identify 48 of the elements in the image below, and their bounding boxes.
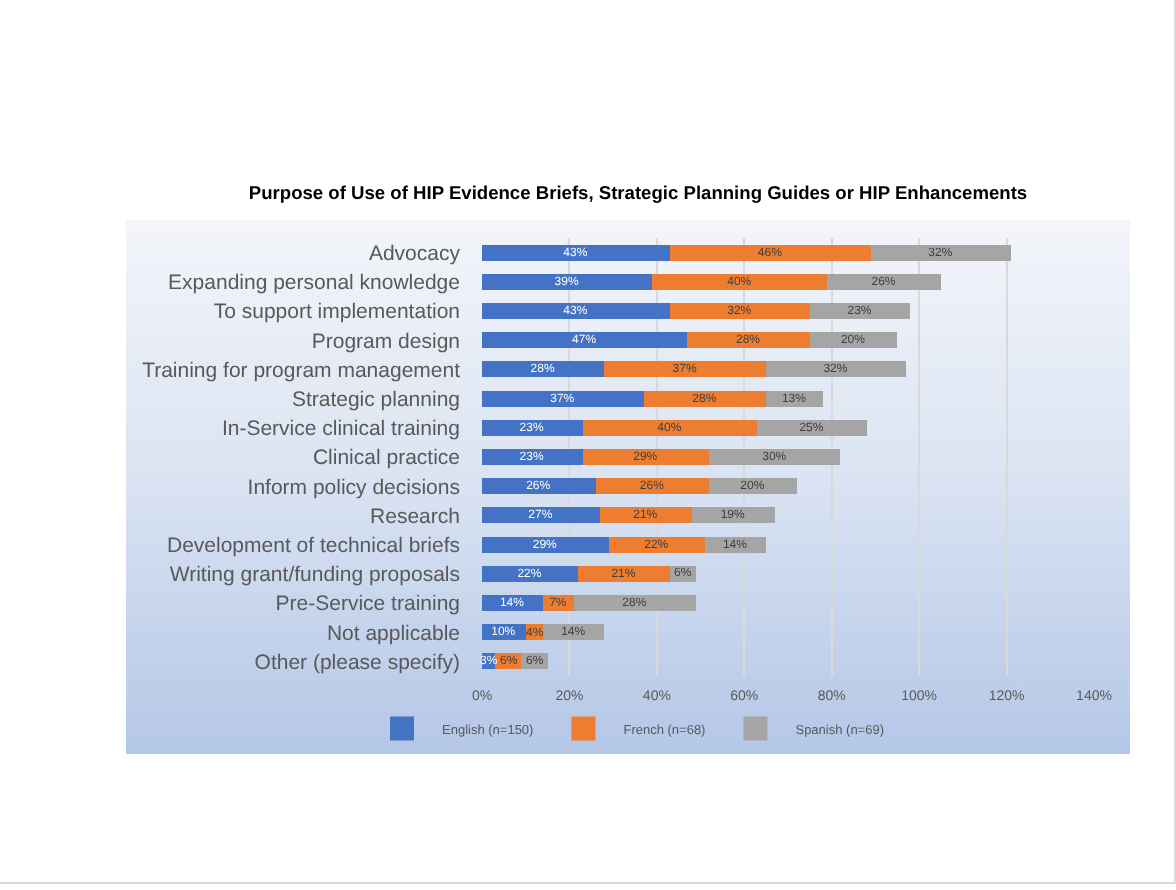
bar [482, 390, 644, 407]
bar [604, 361, 767, 378]
bar [573, 594, 697, 612]
y-tick-label: Research [370, 504, 461, 529]
y-tick-label: Advocacy [368, 241, 462, 266]
bar [709, 478, 797, 495]
bar [482, 565, 579, 582]
y-tick-label: To support implementation [213, 300, 461, 325]
bar [482, 507, 601, 524]
y-tick-label: Other (please specify) [254, 650, 460, 675]
y-tick-label: Strategic planning [291, 387, 461, 412]
bar [482, 332, 688, 349]
y-tick-label: Writing grant/funding proposals [169, 563, 460, 588]
bar [809, 302, 911, 320]
bar [766, 361, 907, 378]
y-tick-label: Training for program management [142, 358, 461, 383]
bar [482, 419, 583, 436]
bar [482, 244, 670, 261]
bar [482, 448, 583, 466]
bar [595, 478, 710, 495]
bar [687, 332, 810, 349]
bar [578, 565, 670, 582]
bar [652, 273, 828, 290]
bar [669, 302, 810, 320]
bar [827, 273, 941, 290]
y-tick-label: Program design [311, 329, 461, 354]
bar [709, 448, 841, 466]
bar [643, 390, 767, 407]
bar [482, 478, 596, 495]
bar [608, 536, 705, 553]
bar [757, 419, 867, 436]
bar [669, 244, 872, 261]
bar [600, 507, 692, 524]
bar [482, 302, 670, 320]
chart-title: Purpose of Use of HIP Evidence Briefs, Strategic Planning Guides or HIP Enhancements [248, 182, 1028, 203]
bar [871, 244, 1011, 261]
y-tick-label: Pre-Service training [275, 592, 461, 617]
y-tick-label: Expanding personal knowledge [168, 271, 461, 296]
bar [582, 419, 758, 436]
y-tick-label: Clinical practice [312, 446, 461, 471]
bar [482, 536, 609, 553]
y-tick-label: Inform policy decisions [247, 475, 460, 500]
y-tick-label: In-Service clinical training [221, 417, 461, 442]
y-tick-label: Development of technical briefs [167, 533, 460, 558]
bar [482, 273, 653, 290]
bar [482, 361, 605, 378]
bar [582, 448, 710, 466]
y-tick-label: Not applicable [326, 621, 461, 646]
